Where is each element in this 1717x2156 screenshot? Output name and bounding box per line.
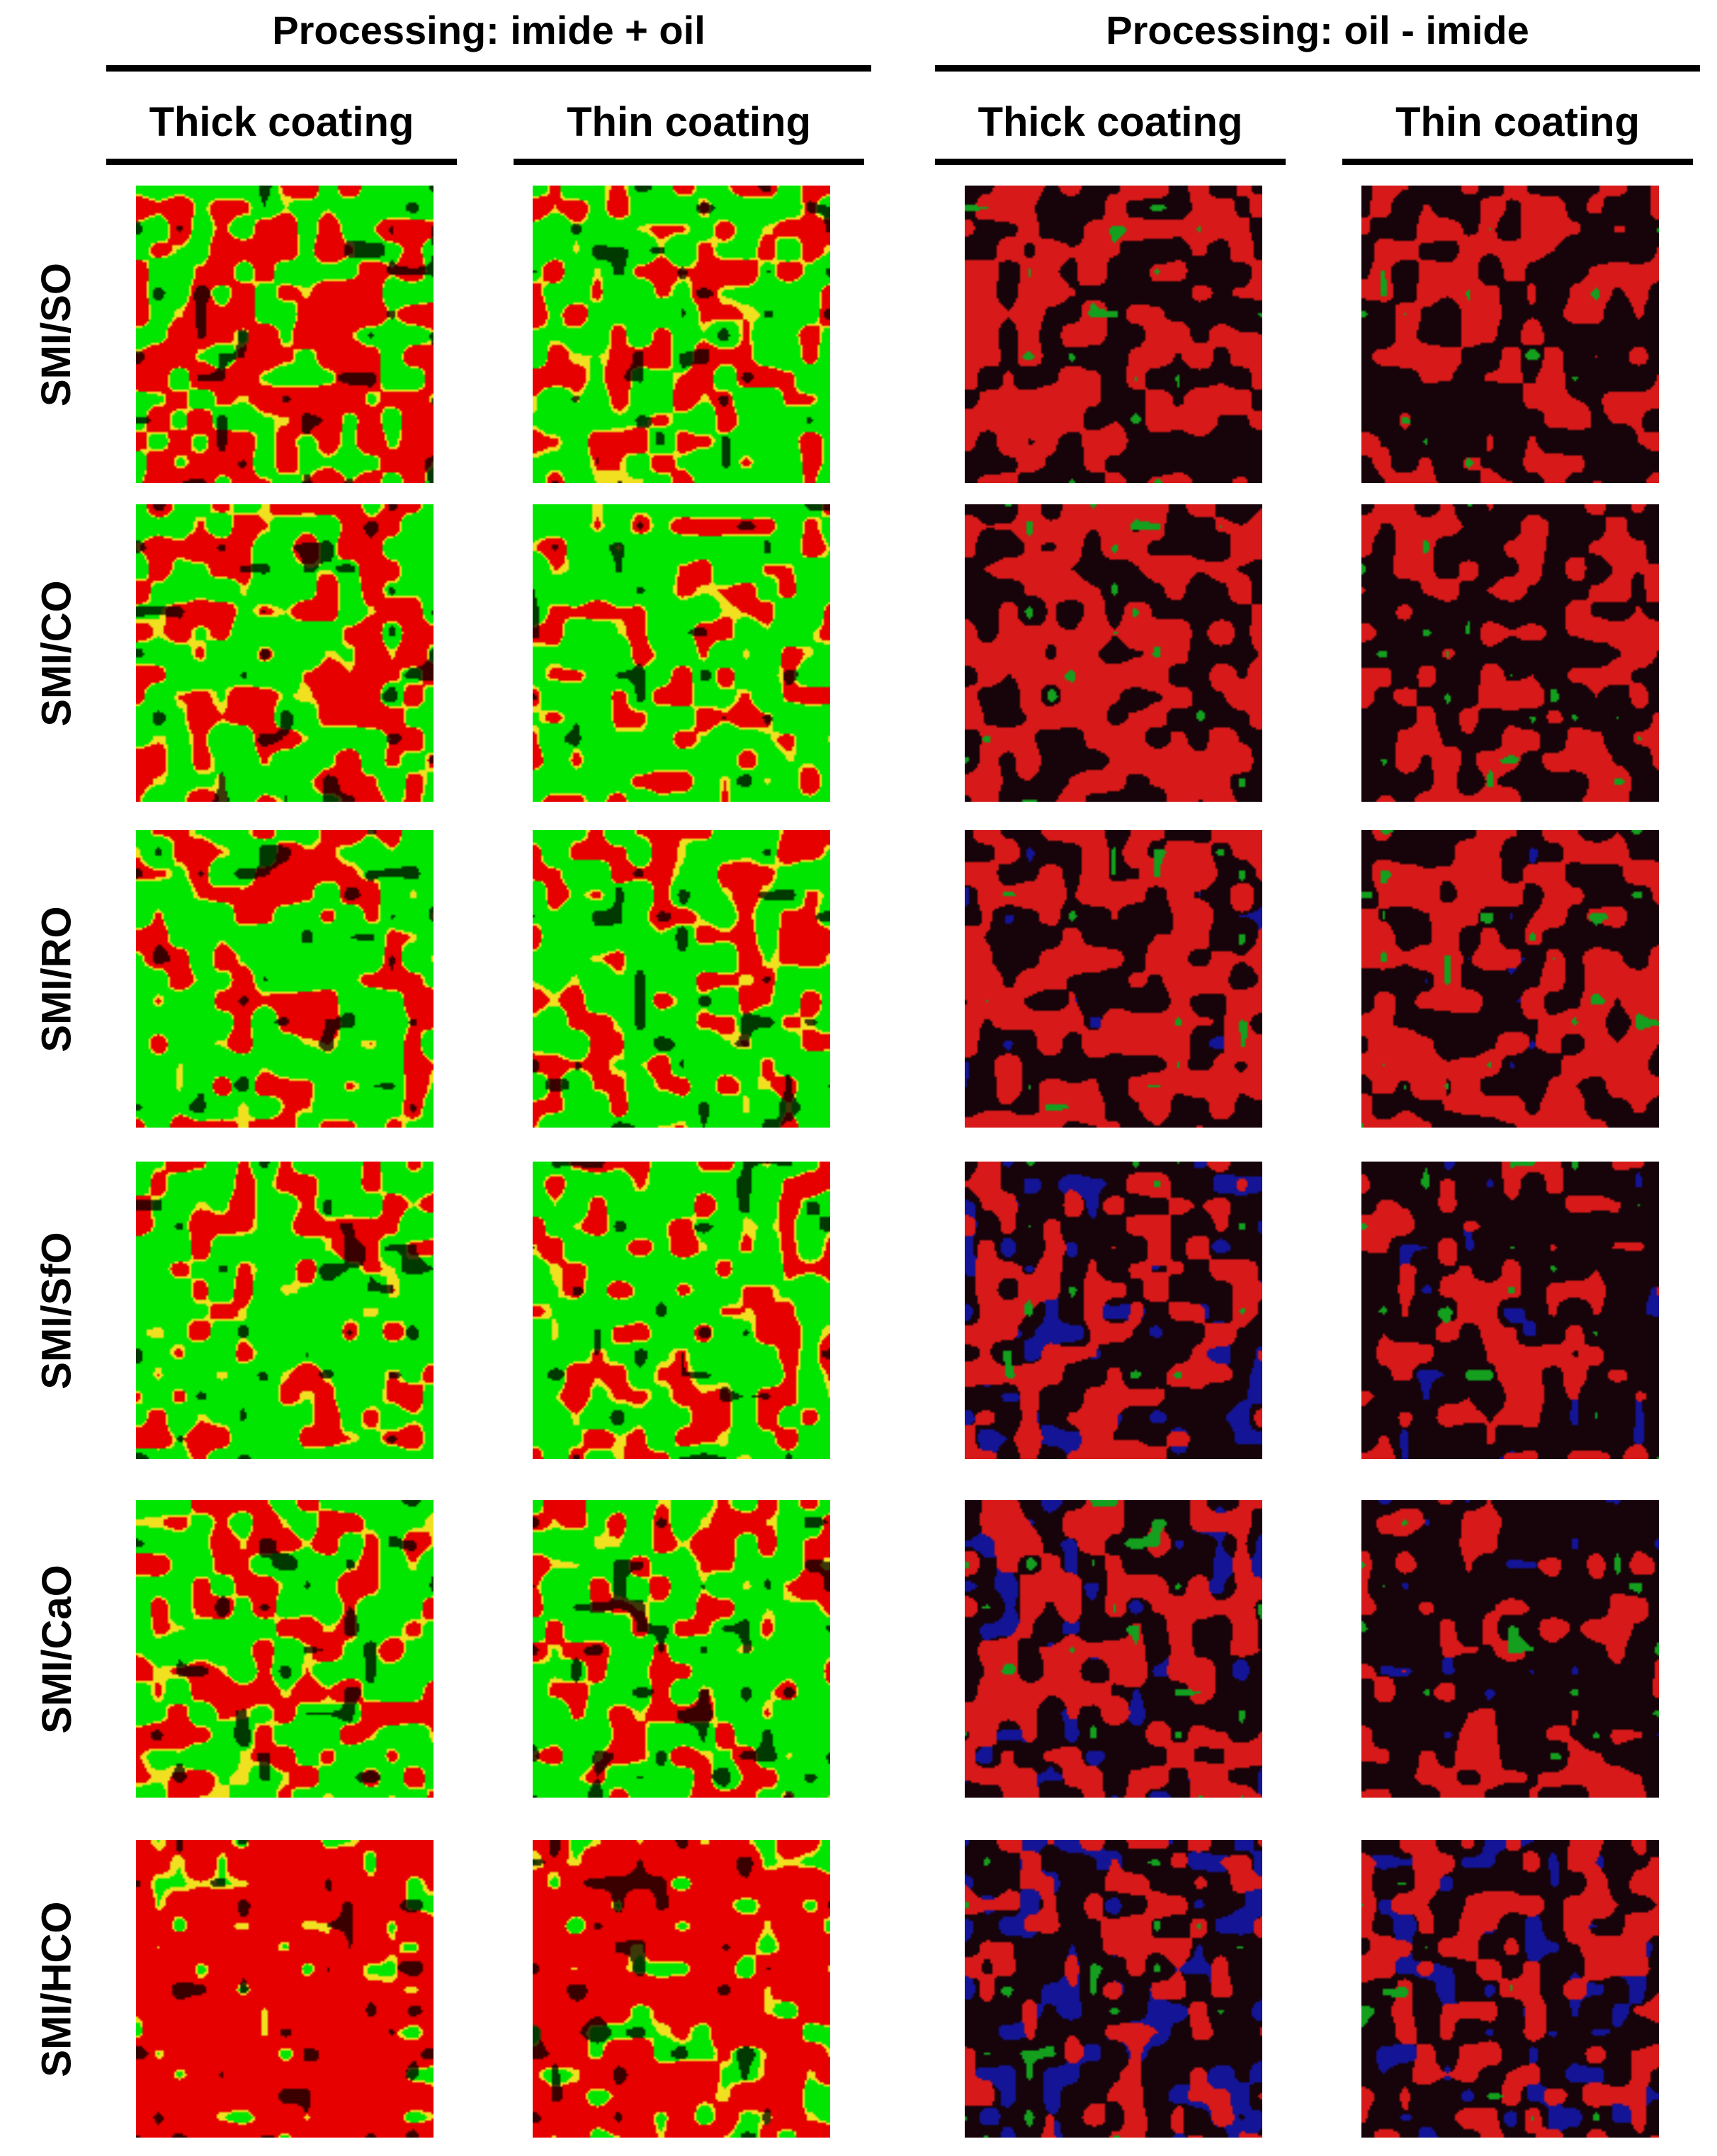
map-image bbox=[136, 1500, 434, 1798]
map-image bbox=[136, 830, 434, 1128]
group-title-imide-oil: Processing: imide + oil bbox=[272, 8, 706, 52]
map-image bbox=[533, 186, 830, 483]
map-image bbox=[136, 186, 434, 483]
row-label-smi-hco: SMI/HCO bbox=[33, 1900, 80, 2077]
map-2-3 bbox=[965, 504, 1262, 802]
map-3-1 bbox=[136, 830, 434, 1128]
map-image bbox=[136, 1840, 434, 2138]
map-image bbox=[965, 186, 1262, 483]
col-title-imide-oil-thick: Thick coating bbox=[149, 99, 414, 145]
col-title-oil-imide-thick: Thick coating bbox=[978, 99, 1243, 145]
map-image bbox=[965, 830, 1262, 1128]
col-rule-2 bbox=[514, 159, 864, 165]
group-rule-imide-oil bbox=[106, 65, 871, 72]
map-image bbox=[136, 504, 434, 802]
map-image bbox=[1361, 1840, 1659, 2138]
map-image bbox=[1361, 1162, 1659, 1459]
row-label-smi-so: SMI/SO bbox=[33, 262, 80, 407]
map-6-3 bbox=[965, 1840, 1262, 2138]
map-image bbox=[1361, 186, 1659, 483]
map-5-4 bbox=[1361, 1500, 1659, 1798]
map-1-4 bbox=[1361, 186, 1659, 483]
row-label-smi-sfo: SMI/SfO bbox=[33, 1231, 80, 1390]
map-image bbox=[965, 1162, 1262, 1459]
map-image bbox=[965, 504, 1262, 802]
row-label-smi-cao: SMI/CaO bbox=[33, 1564, 80, 1734]
map-image bbox=[1361, 830, 1659, 1128]
map-image bbox=[533, 1500, 830, 1798]
map-5-3 bbox=[965, 1500, 1262, 1798]
map-image bbox=[1361, 504, 1659, 802]
col-rule-1 bbox=[106, 159, 457, 165]
map-6-4 bbox=[1361, 1840, 1659, 2138]
map-2-2 bbox=[533, 504, 830, 802]
map-image bbox=[136, 1162, 434, 1459]
map-2-4 bbox=[1361, 504, 1659, 802]
map-3-3 bbox=[965, 830, 1262, 1128]
map-4-2 bbox=[533, 1162, 830, 1459]
map-image bbox=[533, 504, 830, 802]
map-4-4 bbox=[1361, 1162, 1659, 1459]
map-5-2 bbox=[533, 1500, 830, 1798]
map-1-3 bbox=[965, 186, 1262, 483]
map-4-1 bbox=[136, 1162, 434, 1459]
row-label-smi-co: SMI/CO bbox=[33, 579, 80, 727]
map-1-2 bbox=[533, 186, 830, 483]
map-image bbox=[533, 1162, 830, 1459]
row-label-smi-ro: SMI/RO bbox=[33, 905, 80, 1053]
map-image bbox=[1361, 1500, 1659, 1798]
map-2-1 bbox=[136, 504, 434, 802]
map-image bbox=[533, 830, 830, 1128]
map-3-2 bbox=[533, 830, 830, 1128]
col-title-imide-oil-thin: Thin coating bbox=[567, 99, 811, 145]
map-6-1 bbox=[136, 1840, 434, 2138]
col-title-oil-imide-thin: Thin coating bbox=[1395, 99, 1640, 145]
group-rule-oil-imide bbox=[935, 65, 1700, 72]
map-image bbox=[965, 1840, 1262, 2138]
map-6-2 bbox=[533, 1840, 830, 2138]
col-rule-4 bbox=[1342, 159, 1693, 165]
map-1-1 bbox=[136, 186, 434, 483]
map-3-4 bbox=[1361, 830, 1659, 1128]
map-image bbox=[533, 1840, 830, 2138]
map-image bbox=[965, 1500, 1262, 1798]
col-rule-3 bbox=[935, 159, 1286, 165]
map-4-3 bbox=[965, 1162, 1262, 1459]
group-title-oil-imide: Processing: oil - imide bbox=[1106, 8, 1529, 52]
map-5-1 bbox=[136, 1500, 434, 1798]
